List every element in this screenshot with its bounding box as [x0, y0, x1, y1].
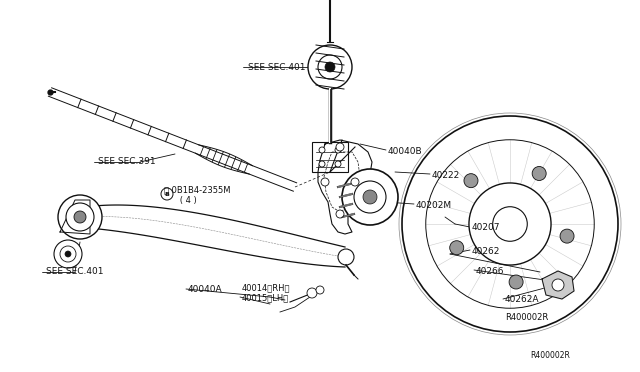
Text: 40040B: 40040B — [388, 148, 422, 157]
Circle shape — [319, 161, 325, 167]
Text: SEE SEC.401: SEE SEC.401 — [46, 267, 104, 276]
Circle shape — [354, 181, 386, 213]
Circle shape — [493, 207, 527, 241]
Text: 40014〈RH〉
40015〈LH〉: 40014〈RH〉 40015〈LH〉 — [242, 283, 291, 303]
Circle shape — [469, 183, 551, 265]
Circle shape — [560, 229, 574, 243]
Polygon shape — [75, 205, 345, 267]
Text: R400002R: R400002R — [505, 312, 548, 321]
Circle shape — [464, 174, 478, 187]
Circle shape — [363, 190, 377, 204]
Text: SEE SEC.401: SEE SEC.401 — [248, 62, 305, 71]
Circle shape — [325, 62, 335, 72]
Text: 40207: 40207 — [472, 224, 500, 232]
Circle shape — [336, 143, 344, 151]
Text: 40202M: 40202M — [416, 201, 452, 209]
Circle shape — [335, 161, 341, 167]
Circle shape — [66, 203, 94, 231]
Text: 40040A: 40040A — [188, 285, 223, 295]
Circle shape — [54, 240, 82, 268]
Circle shape — [58, 195, 102, 239]
Polygon shape — [542, 271, 574, 299]
Circle shape — [402, 116, 618, 332]
Circle shape — [450, 241, 464, 255]
Circle shape — [319, 147, 325, 153]
Circle shape — [509, 275, 523, 289]
Text: SEE SEC.391: SEE SEC.391 — [98, 157, 156, 167]
Circle shape — [335, 147, 341, 153]
Circle shape — [351, 178, 359, 186]
Circle shape — [342, 169, 398, 225]
Text: B: B — [164, 192, 170, 196]
Circle shape — [318, 55, 342, 79]
Circle shape — [532, 167, 546, 180]
Text: 40262: 40262 — [472, 247, 500, 257]
Circle shape — [316, 286, 324, 294]
Circle shape — [308, 45, 352, 89]
Text: 40222: 40222 — [432, 171, 460, 180]
Polygon shape — [60, 200, 90, 234]
Text: R400002R: R400002R — [530, 351, 570, 360]
Circle shape — [161, 188, 173, 200]
Text: Ⓑ 0B1B4-2355M
      ( 4 ): Ⓑ 0B1B4-2355M ( 4 ) — [164, 185, 230, 205]
Circle shape — [338, 249, 354, 265]
Text: 40266: 40266 — [476, 267, 504, 276]
Circle shape — [307, 288, 317, 298]
Text: 40262A: 40262A — [505, 295, 540, 305]
Circle shape — [74, 211, 86, 223]
Circle shape — [552, 279, 564, 291]
Circle shape — [60, 246, 76, 262]
Circle shape — [65, 251, 71, 257]
Bar — [312, 142, 348, 172]
Circle shape — [336, 210, 344, 218]
Circle shape — [321, 178, 329, 186]
Polygon shape — [318, 140, 372, 234]
